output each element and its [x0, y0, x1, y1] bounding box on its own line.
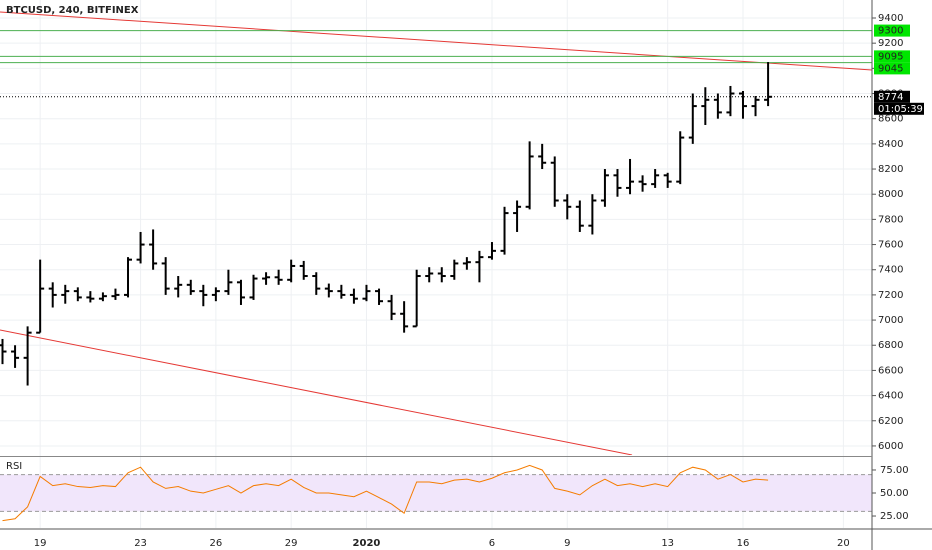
x-tick-label: 23: [134, 538, 147, 549]
x-tick-label: 13: [661, 538, 674, 549]
y-tick-label: 9200: [878, 38, 903, 49]
y-tick-label: 9400: [878, 13, 903, 24]
price-pane: [0, 11, 872, 455]
y-tick-label: 7400: [878, 265, 903, 276]
y-tick-label: 6800: [878, 340, 903, 351]
trend-line: [0, 11, 872, 71]
x-tick-label: 2020: [353, 538, 381, 549]
x-tick-label: 29: [285, 538, 298, 549]
rsi-line: [2, 464, 769, 522]
rsi-title: RSI: [6, 461, 22, 472]
rsi-band: [0, 474, 872, 512]
y-tick-label: 6600: [878, 365, 903, 376]
level-label: 9095: [878, 51, 903, 62]
y-tick-label: 8200: [878, 164, 903, 175]
rsi-y-tick-label: 75.00: [880, 465, 909, 476]
y-tick-label: 7000: [878, 315, 903, 326]
level-label: 9045: [878, 63, 903, 74]
x-tick-label: 20: [837, 538, 850, 549]
rsi-pane: [0, 464, 872, 522]
x-tick-label: 16: [737, 538, 750, 549]
y-tick-label: 6000: [878, 441, 903, 452]
level-label: 9300: [878, 26, 903, 37]
x-tick-label: 26: [209, 538, 222, 549]
x-tick-label: 6: [489, 538, 495, 549]
level-label-box: [874, 62, 910, 75]
last-price-box: [874, 90, 910, 103]
level-label-box: [874, 24, 910, 37]
y-tick-label: 6200: [878, 416, 903, 427]
y-tick-label: 7200: [878, 290, 903, 301]
countdown-label: 01:05:39: [878, 104, 923, 115]
grid-layer: [0, 0, 872, 528]
y-tick-label: 8600: [878, 114, 903, 125]
y-tick-label: 6400: [878, 391, 903, 402]
rsi-y-tick-label: 50.00: [880, 488, 909, 499]
rsi-y-tick-label: 25.00: [880, 511, 909, 522]
y-tick-label: 7600: [878, 240, 903, 251]
level-label-box: [874, 50, 910, 63]
y-tick-label: 8000: [878, 189, 903, 200]
x-tick-label: 19: [34, 538, 47, 549]
trend-line: [0, 329, 633, 455]
chart-title: BTCUSD, 240, BITFINEX: [6, 5, 139, 16]
y-tick-label: 8400: [878, 139, 903, 150]
x-tick-label: 9: [564, 538, 570, 549]
countdown-box: [874, 102, 924, 115]
last-price-label: 8774: [878, 92, 903, 103]
y-tick-label: 7800: [878, 214, 903, 225]
